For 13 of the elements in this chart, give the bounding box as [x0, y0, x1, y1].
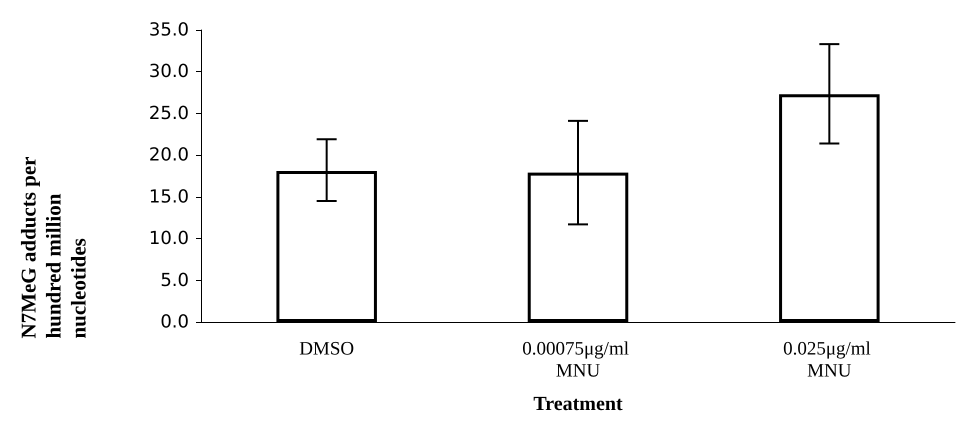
y-tick-label: 15.0 — [148, 186, 189, 208]
y-tick-label: 20.0 — [148, 144, 189, 166]
y-tick-label: 0.0 — [160, 312, 189, 332]
y-tick-label: 10.0 — [148, 228, 189, 250]
x-tick-label: 0.025μg/ml MNU — [783, 338, 876, 382]
y-tick-label: 5.0 — [160, 270, 189, 291]
x-tick-label: 0.00075μg/ml MNU — [522, 338, 634, 382]
y-tick-label: 30.0 — [148, 61, 189, 82]
x-axis-title: Treatment — [533, 393, 623, 415]
y-axis-title: N7MeG adducts per hundred million nucleotides — [16, 152, 90, 338]
x-tick-label: DMSO — [299, 338, 354, 360]
y-tick-label: 35.0 — [148, 20, 189, 40]
y-tick-label: 25.0 — [148, 102, 189, 124]
